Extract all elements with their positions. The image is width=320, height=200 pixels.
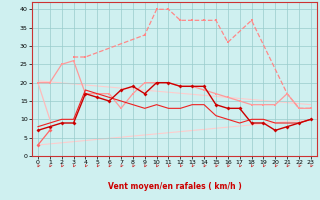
X-axis label: Vent moyen/en rafales ( km/h ): Vent moyen/en rafales ( km/h ) <box>108 182 241 191</box>
